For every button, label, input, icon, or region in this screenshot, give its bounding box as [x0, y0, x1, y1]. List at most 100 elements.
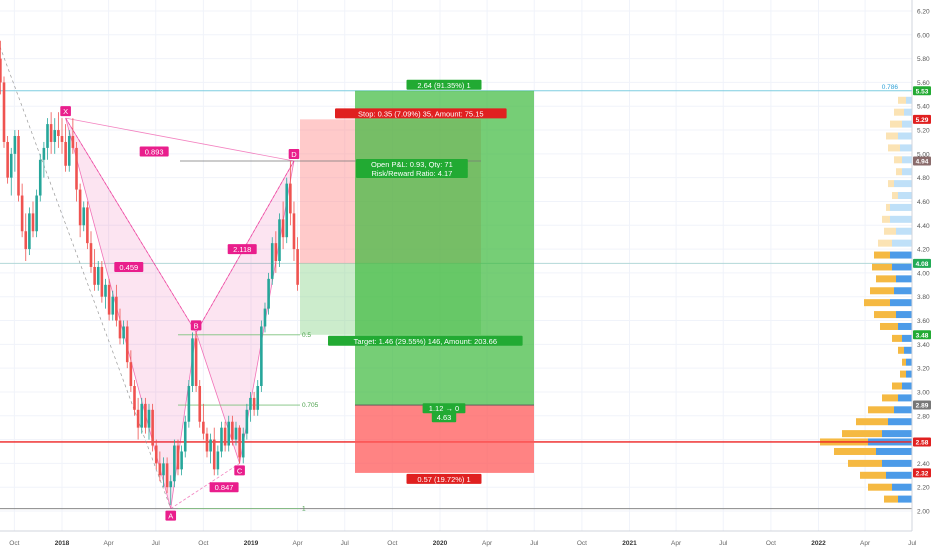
profile-up-33 [892, 483, 912, 491]
price-axis[interactable]: 2.002.202.402.602.803.003.203.403.603.80… [911, 0, 932, 550]
candle-body-82 [296, 249, 299, 285]
candle-body-25 [89, 243, 93, 267]
profile-up-30 [876, 447, 912, 455]
x-tick-label-2: Apr [104, 540, 115, 547]
y-tick-label-19: 5.80 [917, 56, 930, 63]
profile-up-13 [890, 251, 912, 259]
profile-down-10 [882, 215, 890, 223]
y-tick-label-18: 5.60 [917, 80, 930, 87]
candle-body-58 [209, 439, 212, 452]
candle-body-56 [202, 421, 205, 434]
profile-down-20 [892, 334, 902, 342]
positions[interactable] [180, 90, 534, 473]
pattern-point-C: C [237, 466, 243, 475]
candle-body-31 [111, 296, 115, 315]
price-label-1: 5.29 [916, 117, 929, 124]
pattern-ratio-0-bg [114, 261, 144, 272]
profile-up-15 [896, 275, 912, 283]
large-position-bottom-label: 0.57 (19.72%) 1 [417, 475, 470, 484]
candle-body-4 [13, 136, 17, 154]
price-label-7: 2.32 [916, 470, 929, 477]
profile-up-28 [882, 430, 912, 438]
profile-down-2 [890, 120, 902, 128]
profile-up-32 [886, 471, 912, 479]
y-tick-label-1: 2.20 [917, 485, 930, 492]
pattern-point-B: B [194, 321, 199, 330]
pattern-point-X-bg [60, 106, 71, 117]
profile-up-0 [906, 96, 912, 104]
x-tick-label-0: Oct [9, 540, 19, 547]
y-tick-label-7: 3.40 [917, 342, 930, 349]
candle-body-81 [292, 213, 296, 250]
profile-up-10 [890, 215, 912, 223]
candle-body-7 [24, 231, 28, 250]
profile-down-12 [878, 239, 892, 247]
candle-body-12 [42, 147, 46, 160]
profile-down-33 [868, 483, 892, 491]
profile-up-26 [894, 406, 912, 414]
profile-up-24 [902, 382, 912, 390]
x-tick-label-9: 2020 [433, 540, 448, 547]
candle-body-11 [38, 159, 42, 196]
candle-body-74 [267, 278, 270, 309]
candle-body-20 [71, 136, 75, 148]
profile-down-1 [894, 108, 904, 116]
candle-body-3 [9, 153, 13, 178]
pattern-ratio-2: 2.118 [233, 245, 251, 254]
annotation-labels: X A B C D 0.459 0.847 2.118 0.893 2.64 (91.35%) 1… [60, 79, 523, 521]
small-position-target-label: Target: 1.46 (29.55%) 146, Amount: 203.6… [354, 337, 497, 346]
profile-down-18 [874, 311, 896, 319]
candle-body-76 [274, 243, 278, 261]
profile-up-16 [894, 287, 912, 295]
profile-up-14 [892, 263, 912, 271]
candle-body-1 [2, 82, 6, 142]
candle-body-24 [86, 207, 89, 244]
large-position-top-label: 2.64 (91.35%) 1 [417, 81, 470, 90]
profile-down-21 [898, 346, 904, 354]
profile-down-4 [888, 144, 900, 152]
pattern-ratio-3: 0.893 [145, 147, 164, 156]
pattern-point-A: A [168, 512, 173, 521]
profile-up-19 [898, 322, 912, 330]
x-tick-label-3: Jul [152, 540, 161, 547]
small-position-target-label-bg [328, 335, 523, 346]
price-label-5: 2.89 [916, 403, 929, 410]
candle-body-64 [231, 421, 234, 440]
candle-body-69 [249, 397, 252, 410]
candle-body-60 [216, 451, 220, 470]
candle-body-52 [187, 386, 191, 422]
pattern-point-A-bg [165, 510, 177, 521]
price-label-3: 4.08 [916, 261, 929, 268]
profile-down-31 [848, 459, 882, 467]
profile-up-18 [896, 311, 912, 319]
candle-body-40 [144, 403, 147, 428]
candle-body-2 [6, 141, 9, 178]
candle-body-53 [191, 338, 194, 386]
x-tick-label-10: Apr [482, 540, 493, 547]
candle-body-21 [75, 147, 78, 190]
profile-up-7 [894, 180, 912, 188]
profile-down-34 [884, 495, 898, 503]
y-tick-label-4: 2.80 [917, 413, 930, 420]
candle-body-41 [147, 409, 151, 428]
time-axis[interactable]: Oct 2018 Apr Jul Oct 2019 Apr Jul Oct 2020 Apr Jul O… [0, 530, 917, 547]
y-tick-label-14: 4.80 [917, 175, 930, 182]
candle-body-9 [31, 213, 35, 232]
small-position-stop-label: Stop: 0.35 (7.09%) 35, Amount: 75.15 [358, 109, 484, 118]
profile-up-22 [906, 358, 912, 366]
candle-body-22 [78, 189, 82, 226]
y-tick-label-0: 2.00 [917, 509, 930, 516]
price-label-bg-3 [913, 258, 931, 268]
fib-label-0: 0.5 [302, 332, 311, 339]
profile-down-11 [884, 227, 896, 235]
volume-profile [820, 96, 912, 503]
candle-body-46 [165, 463, 169, 488]
candle-body-10 [35, 195, 38, 232]
large-position-rr-label-2: 4.63 [437, 413, 452, 422]
pattern-leg-BD [195, 160, 295, 333]
candle-body-45 [162, 463, 165, 476]
large-position-reward-zone[interactable] [355, 90, 534, 406]
y-tick-label-20: 6.00 [917, 32, 930, 39]
candle-body-51 [183, 421, 187, 452]
